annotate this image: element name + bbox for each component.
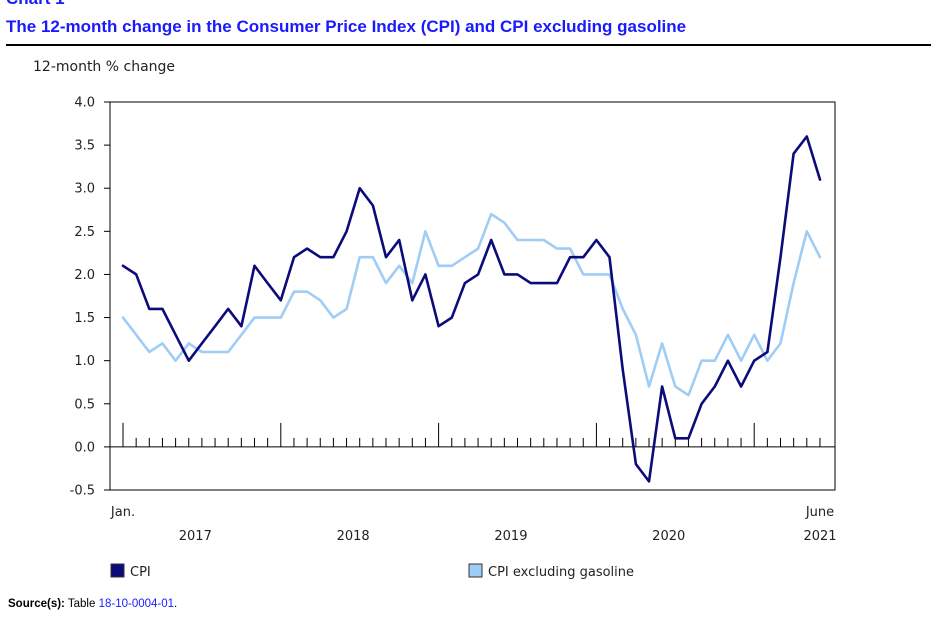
plot-frame [109,101,836,491]
y-tick-label: 4.0 [74,96,95,111]
y-tick-label: -0.5 [70,484,95,499]
legend-swatch [468,563,483,578]
chart-number-label: Chart 1 [6,0,65,9]
year-label: 2017 [179,529,212,544]
y-tick-label: 0.0 [74,440,95,455]
year-label: 2020 [652,529,685,544]
x-end-label: June [805,505,834,520]
y-axis: 4.0 3.5 3.0 2.5 2.0 1.5 1.0 0.5 0.0 -0.5 [70,96,110,499]
y-tick-label: 2.5 [74,225,95,240]
source-note: Source(s): Table 18-10-0004-01. [8,598,177,610]
legend-label: CPI excluding gasoline [488,565,634,580]
legend-label: CPI [130,565,151,580]
x-axis-year-labels: 2017 2018 2019 2020 2021 [179,529,837,544]
y-tick-label: 3.5 [74,139,95,154]
cpi-ex-gasoline-series-line [121,212,822,397]
chart-title: The 12-month change in the Consumer Pric… [6,17,687,36]
y-tick-label: 3.0 [74,182,95,197]
year-label: 2021 [803,529,836,544]
x-start-label: Jan. [110,505,135,520]
cpi-line-chart: 12-month % change 4.0 3.5 3.0 2.5 2.0 1.5 1.0 0… [33,59,837,580]
source-end: . [174,598,178,610]
y-tick-label: 1.0 [74,354,95,369]
source-table-link[interactable]: 18-10-0004-01 [98,598,175,610]
year-label: 2018 [337,529,370,544]
year-label: 2019 [494,529,527,544]
y-tick-label: 2.0 [74,268,95,283]
legend: CPI CPI excluding gasoline [110,563,634,580]
cpi-series-line [121,135,822,483]
x-axis-ticks [122,422,821,447]
y-tick-label: 1.5 [74,311,95,326]
series-lines [121,135,822,483]
source-label: Source(s): [8,598,65,610]
y-axis-label: 12-month % change [33,59,175,75]
chart-heading: Chart 1 The 12-month change in the Consu… [6,0,931,46]
legend-swatch [110,563,125,578]
y-tick-label: 0.5 [74,397,95,412]
source-text: Table [67,598,96,610]
